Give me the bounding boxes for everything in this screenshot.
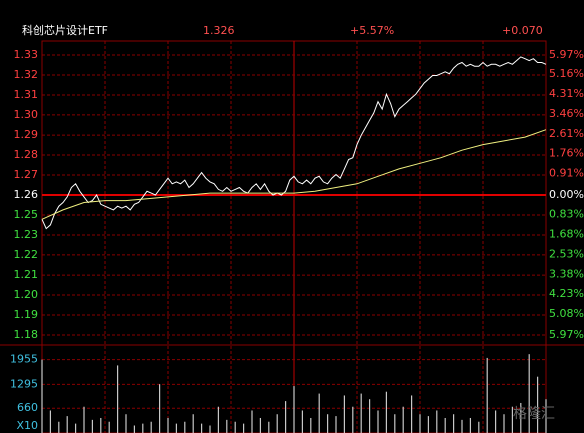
y2-tick-label: 5.08% (549, 307, 584, 320)
price-line (41, 56, 547, 230)
change: +0.070 (502, 24, 543, 37)
y-tick-label: 1955 (10, 353, 38, 366)
y2-tick-label: 5.97% (549, 328, 584, 341)
y-tick-label: 1295 (10, 377, 38, 390)
y-tick-label: 1.18 (14, 328, 39, 341)
y-tick-label: 1.20 (14, 288, 39, 301)
y-tick-label: 1.21 (14, 268, 39, 281)
y-tick-label: 1.30 (14, 108, 39, 121)
y2-tick-label: 4.23% (549, 287, 584, 300)
y2-tick-label: 1.68% (549, 227, 584, 240)
y2-tick-label: 0.00% (549, 188, 584, 201)
y-tick-label: 1.32 (14, 68, 39, 81)
y2-tick-label: 0.91% (549, 167, 584, 180)
y-tick-label: 1.28 (14, 148, 39, 161)
y2-tick-label: 2.61% (549, 127, 584, 140)
y2-tick-label: 3.38% (549, 267, 584, 280)
price-line (41, 129, 547, 220)
y-tick-label: 1.19 (14, 308, 39, 321)
last-price: 1.326 (203, 24, 235, 37)
unit-label: X10 (16, 419, 38, 432)
y-tick-label: 1.26 (14, 188, 39, 201)
y-tick-label: 1.23 (14, 228, 39, 241)
y2-tick-label: 2.53% (549, 247, 584, 260)
y2-tick-label: 1.76% (549, 147, 584, 160)
y2-tick-label: 5.97% (549, 48, 584, 61)
y-tick-label: 1.29 (14, 128, 39, 141)
y-tick-label: 1.27 (14, 168, 39, 181)
change-percent: +5.57% (350, 24, 394, 37)
y-tick-label: 1.22 (14, 248, 39, 261)
watermark: 格隆汇 (513, 406, 555, 422)
y2-tick-label: 5.16% (549, 67, 584, 80)
y-tick-label: 1.33 (14, 48, 39, 61)
y-tick-label: 1.31 (14, 88, 39, 101)
y-tick-label: 660 (17, 401, 38, 414)
y-tick-label: 1.25 (14, 208, 39, 221)
y2-tick-label: 3.46% (549, 107, 584, 120)
chart-title: 科创芯片设计ETF (22, 23, 108, 37)
y2-tick-label: 4.31% (549, 87, 584, 100)
y2-tick-label: 0.83% (549, 207, 584, 220)
